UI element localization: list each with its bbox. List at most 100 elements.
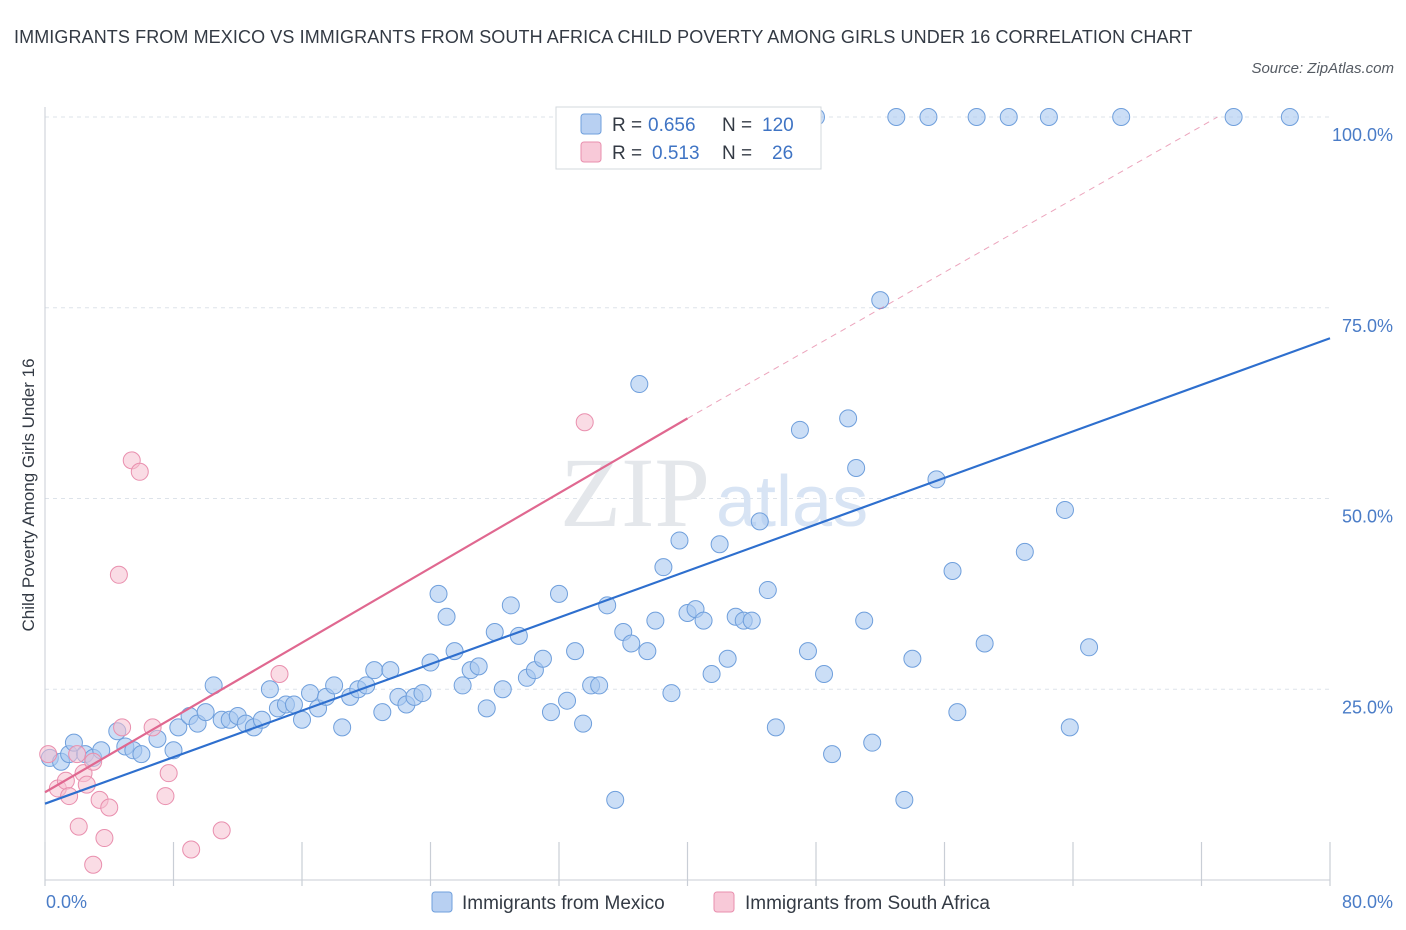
point-south-africa-14: [113, 718, 132, 737]
watermark-atlas: atlas: [716, 462, 868, 542]
point-mexico-115: [1280, 108, 1299, 126]
point-mexico-81: [718, 649, 737, 668]
point-mexico-92: [823, 745, 842, 764]
point-mexico-62: [566, 642, 585, 661]
point-mexico-29: [301, 684, 320, 703]
point-mexico-78: [694, 611, 713, 630]
series-south-africa-points: [39, 413, 594, 874]
point-mexico-107: [999, 108, 1018, 126]
legend-r-value-south-africa: 0.513: [652, 143, 700, 164]
watermark-zip: ZIP: [560, 437, 710, 548]
series-mexico-points: [40, 108, 1299, 809]
point-mexico-74: [662, 684, 681, 703]
point-mexico-58: [533, 649, 552, 668]
point-mexico-98: [887, 108, 906, 126]
trend-lines: [44, 116, 1331, 805]
point-mexico-50: [469, 657, 488, 676]
point-mexico-44: [421, 653, 440, 672]
point-mexico-16: [196, 703, 215, 722]
chart-title: IMMIGRANTS FROM MEXICO VS IMMIGRANTS FRO…: [14, 27, 1193, 47]
point-mexico-109: [1039, 108, 1058, 126]
point-south-africa-23: [575, 413, 594, 432]
point-mexico-89: [798, 642, 817, 661]
point-mexico-65: [590, 676, 609, 695]
bottom-legend-label-mexico: Immigrants from Mexico: [462, 893, 665, 914]
legend-r-label-south-africa: R =: [612, 143, 642, 164]
bottom-legend-swatch-mexico: [431, 891, 453, 913]
point-mexico-91: [815, 664, 834, 683]
point-mexico-73: [654, 558, 673, 577]
point-mexico-70: [630, 375, 649, 394]
point-mexico-114: [1224, 108, 1243, 126]
legend-swatch-south-africa: [580, 141, 602, 163]
point-south-africa-8: [84, 855, 103, 874]
point-south-africa-18: [156, 787, 175, 806]
x-tick-label-1: 80.0%: [1342, 892, 1393, 912]
legend-n-value-mexico: 120: [762, 115, 794, 136]
point-mexico-84: [742, 611, 761, 630]
point-mexico-104: [948, 703, 967, 722]
point-mexico-13: [169, 718, 188, 737]
point-south-africa-16: [130, 462, 149, 481]
point-south-africa-11: [95, 829, 114, 848]
y-tick-label-2: 75.0%: [1342, 316, 1393, 336]
point-mexico-95: [855, 611, 874, 630]
point-mexico-94: [847, 458, 866, 477]
x-tick-label-0: 0.0%: [46, 892, 87, 912]
point-mexico-100: [903, 649, 922, 668]
point-mexico-71: [638, 642, 657, 661]
legend-r-label-mexico: R =: [612, 115, 642, 136]
source-label: Source: ZipAtlas.com: [1251, 60, 1394, 77]
legend-swatch-mexico: [580, 113, 602, 135]
point-mexico-69: [622, 634, 641, 653]
point-mexico-87: [766, 718, 785, 737]
point-mexico-85: [750, 512, 769, 531]
point-mexico-97: [871, 291, 890, 310]
point-mexico-46: [437, 607, 456, 626]
point-mexico-53: [493, 680, 512, 699]
point-mexico-72: [646, 611, 665, 630]
point-south-africa-4: [68, 745, 87, 764]
legend-n-label-mexico: N =: [722, 115, 752, 136]
point-mexico-106: [975, 634, 994, 653]
trendline-south-africa: [44, 417, 689, 794]
point-mexico-103: [943, 561, 962, 580]
point-mexico-105: [967, 108, 986, 126]
point-mexico-112: [1080, 638, 1099, 657]
grid-lines: [45, 116, 1330, 690]
point-mexico-96: [863, 733, 882, 752]
point-mexico-51: [477, 699, 496, 718]
trendline-south-africa-extension: [687, 116, 1218, 419]
point-mexico-75: [670, 531, 689, 550]
y-tick-label-3: 100.0%: [1332, 125, 1393, 145]
point-mexico-79: [702, 664, 721, 683]
legend-n-label-south-africa: N =: [722, 143, 752, 164]
point-south-africa-19: [159, 764, 178, 783]
point-mexico-63: [574, 714, 593, 733]
point-mexico-110: [1055, 500, 1074, 519]
point-mexico-93: [839, 409, 858, 428]
point-mexico-67: [606, 790, 625, 809]
watermark: ZIP atlas: [560, 437, 868, 548]
point-mexico-54: [501, 596, 520, 615]
point-south-africa-13: [109, 565, 128, 584]
point-south-africa-22: [270, 664, 289, 683]
point-mexico-60: [550, 584, 568, 603]
point-mexico-10: [132, 745, 151, 764]
legend-r-value-mexico: 0.656: [648, 115, 696, 136]
point-mexico-43: [413, 684, 432, 703]
point-mexico-37: [365, 661, 384, 680]
point-mexico-101: [919, 108, 938, 126]
y-axis-label: Child Poverty Among Girls Under 16: [19, 358, 38, 631]
point-mexico-38: [373, 703, 392, 722]
point-mexico-99: [895, 790, 914, 809]
point-mexico-48: [453, 676, 472, 695]
point-south-africa-0: [39, 745, 58, 764]
point-mexico-45: [429, 584, 448, 603]
y-tick-label-0: 25.0%: [1342, 697, 1393, 717]
point-mexico-80: [710, 535, 729, 554]
trendline-mexico: [44, 337, 1331, 805]
point-mexico-108: [1015, 542, 1034, 561]
point-south-africa-5: [69, 817, 88, 836]
